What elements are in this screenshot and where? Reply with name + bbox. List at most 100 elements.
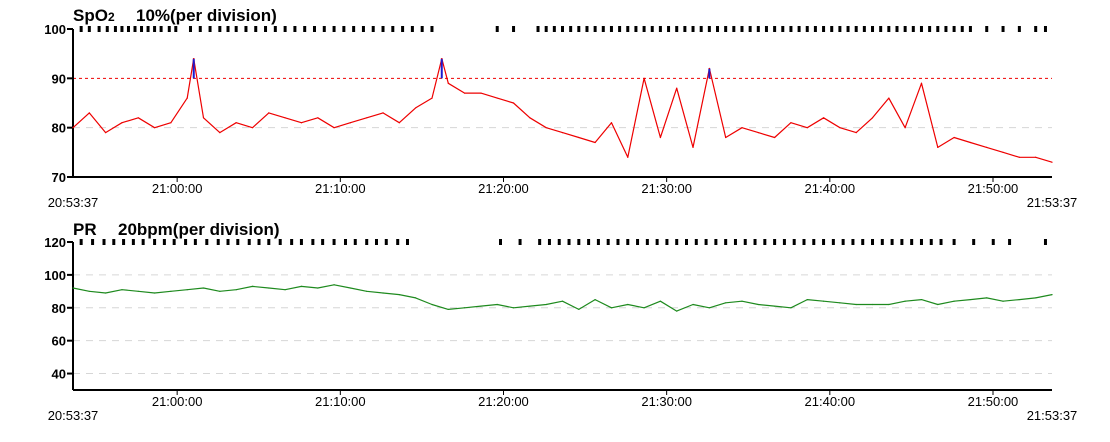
event-mark	[290, 239, 294, 245]
event-mark	[569, 26, 573, 32]
event-mark	[552, 26, 556, 32]
event-mark	[311, 239, 315, 245]
event-mark	[141, 239, 145, 245]
data-point	[88, 290, 90, 292]
event-mark	[831, 239, 835, 245]
event-mark	[960, 26, 964, 32]
event-mark	[862, 26, 866, 32]
event-mark	[1008, 239, 1012, 245]
event-mark	[782, 239, 786, 245]
event-mark	[724, 239, 728, 245]
data-point	[757, 132, 759, 134]
data-point	[871, 303, 874, 306]
event-mark	[871, 26, 875, 32]
panel-title: SpO2	[73, 6, 115, 25]
event-mark	[802, 239, 806, 245]
data-point	[953, 136, 955, 139]
data-point	[806, 127, 808, 129]
data-point	[284, 117, 286, 119]
panel-title: PR	[73, 220, 97, 239]
data-point	[561, 132, 564, 134]
data-point	[888, 303, 890, 306]
event-mark	[273, 26, 277, 32]
event-mark	[172, 239, 176, 245]
event-mark	[733, 239, 737, 245]
y-tick-label: 100	[44, 22, 66, 37]
data-point	[529, 117, 531, 119]
data-point	[659, 300, 662, 302]
data-point	[202, 117, 205, 119]
y-tick-label: 100	[44, 268, 66, 283]
event-mark	[699, 26, 703, 32]
event-mark	[658, 26, 662, 32]
event-mark	[929, 239, 933, 245]
event-mark	[694, 239, 698, 245]
x-end-label: 21:53:37	[1027, 408, 1078, 423]
event-mark	[952, 26, 956, 32]
series-line-0	[72, 284, 1053, 312]
event-mark	[685, 239, 689, 245]
x-tick-label: 21:30:00	[641, 394, 692, 409]
x-tick-label: 21:20:00	[478, 394, 529, 409]
data-point	[480, 92, 482, 94]
data-point	[219, 132, 221, 134]
panel-scale-label: 20bpm(per division)	[118, 220, 280, 239]
data-point	[594, 298, 596, 301]
data-point	[431, 97, 433, 99]
data-point	[366, 290, 368, 292]
x-tick-label: 21:50:00	[968, 394, 1019, 409]
event-mark	[401, 26, 405, 32]
data-point	[529, 305, 531, 307]
data-point	[464, 307, 466, 309]
event-mark	[254, 26, 258, 32]
data-point	[1002, 151, 1004, 153]
event-mark	[226, 239, 230, 245]
event-mark	[1043, 239, 1047, 245]
event-mark	[205, 239, 209, 245]
data-point	[317, 117, 319, 119]
event-mark	[236, 239, 240, 245]
event-mark	[596, 239, 600, 245]
x-end-label: 21:53:37	[1027, 195, 1078, 210]
event-mark	[851, 239, 855, 245]
event-mark	[374, 239, 378, 245]
event-mark	[396, 239, 400, 245]
event-mark	[257, 239, 261, 245]
data-point	[382, 292, 384, 294]
data-point	[300, 285, 303, 287]
event-mark	[952, 239, 956, 245]
event-mark	[131, 239, 135, 245]
data-point	[774, 305, 776, 307]
event-mark	[353, 239, 357, 245]
event-mark	[162, 239, 166, 245]
event-mark	[577, 26, 581, 32]
data-point	[366, 117, 368, 119]
event-mark	[609, 26, 613, 32]
event-mark	[216, 239, 220, 245]
data-point	[496, 303, 498, 306]
data-point	[545, 127, 547, 129]
data-point	[447, 308, 449, 311]
event-mark	[140, 26, 144, 32]
data-point	[774, 136, 776, 139]
event-mark	[384, 239, 388, 245]
x-tick-label: 21:30:00	[641, 181, 692, 196]
event-mark	[797, 26, 801, 32]
event-mark	[704, 239, 708, 245]
event-mark	[911, 26, 915, 32]
y-tick-label: 70	[52, 170, 66, 185]
data-point	[415, 297, 417, 299]
event-mark	[773, 239, 777, 245]
data-point	[725, 136, 727, 139]
event-mark	[244, 26, 248, 32]
event-mark	[567, 239, 571, 245]
data-point	[186, 289, 188, 291]
data-point	[871, 117, 874, 119]
event-mark	[854, 26, 858, 32]
data-point	[170, 122, 172, 124]
series-line-0	[72, 57, 1053, 163]
event-mark	[764, 26, 768, 32]
event-mark	[91, 239, 95, 245]
data-point	[1035, 297, 1037, 299]
